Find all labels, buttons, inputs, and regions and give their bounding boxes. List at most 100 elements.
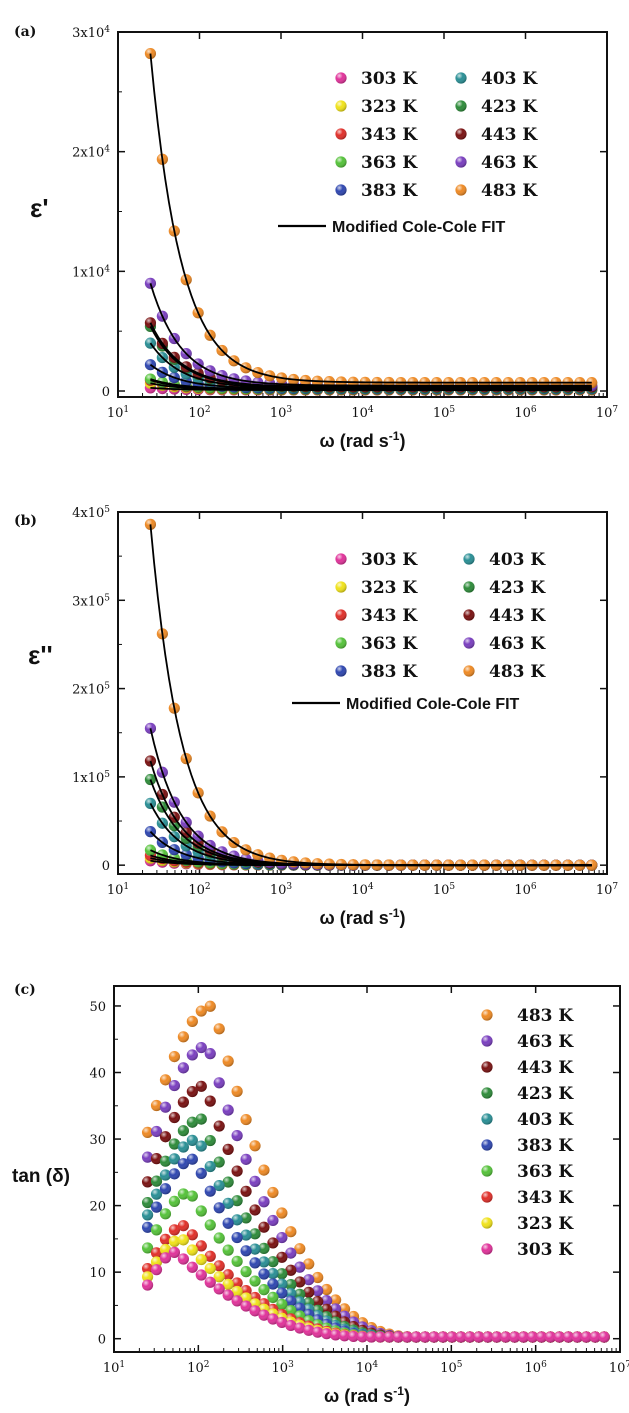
data-point-shade: [222, 1289, 234, 1301]
legend-marker-shade: [335, 156, 347, 168]
data-point-shade: [544, 1331, 557, 1343]
y-tick-label: 40: [89, 1067, 106, 1082]
data-point-shade: [267, 1313, 279, 1325]
data-point-shade: [177, 1062, 189, 1074]
panel-tag: (b): [14, 513, 37, 529]
data-point-shade: [285, 1226, 297, 1238]
series-303-K: [141, 1246, 610, 1343]
legend-marker-shade: [335, 100, 347, 112]
legend: 483 K 463 K 443 K 423 K 403 K 383 K 363 K 343 K…: [481, 1006, 574, 1260]
data-point-shade: [258, 1268, 270, 1280]
data-point-shade: [267, 1278, 279, 1290]
data-point-shade: [285, 1319, 297, 1332]
legend-marker-shade: [463, 637, 475, 649]
legend-entry: 463 K: [517, 1032, 574, 1052]
legend-entry: 483 K: [481, 181, 538, 201]
legend-marker-shade: [463, 609, 475, 621]
data-point-shade: [267, 1256, 279, 1268]
legend-marker-shade: [455, 156, 467, 168]
x-tick-label: 102: [188, 405, 210, 421]
legend-marker-shade: [481, 1243, 493, 1255]
data-point-shade: [159, 1243, 172, 1256]
data-point-shade: [249, 1175, 261, 1187]
data-point-shade: [365, 1331, 378, 1343]
legend-marker-shade: [455, 184, 467, 196]
x-axis-label: ω (rad s-1): [320, 429, 406, 451]
data-point-shade: [213, 1120, 225, 1132]
data-point-shade: [401, 1331, 413, 1343]
data-point-shade: [195, 1140, 207, 1152]
x-tick-label: 102: [188, 882, 210, 898]
x-tick-label: 104: [351, 405, 374, 421]
x-tick-label: 103: [270, 882, 293, 898]
data-point-shade: [258, 1196, 270, 1208]
y-tick-label: 2x105: [72, 682, 110, 698]
data-point-shade: [482, 1331, 494, 1343]
data-point-shade: [195, 1253, 207, 1266]
x-tick-label: 105: [433, 405, 456, 421]
data-point-shade: [204, 1048, 216, 1060]
data-point-shade: [150, 1256, 163, 1268]
data-point-shade: [222, 1104, 234, 1116]
data-point-shade: [464, 1331, 476, 1343]
data-point-shade: [177, 1031, 189, 1043]
data-point-shade: [213, 1260, 225, 1272]
fit-line: [149, 728, 592, 867]
data-point-shade: [240, 1266, 252, 1278]
legend-marker-shade: [481, 1035, 493, 1047]
legend-fit-label: Modified Cole-Cole FIT: [332, 219, 506, 236]
data-point-shade: [186, 1085, 198, 1098]
data-point-shade: [186, 1015, 198, 1027]
data-point-shade: [258, 1309, 270, 1321]
data-point-shade: [240, 1292, 252, 1304]
legend-entry: 443 K: [517, 1058, 574, 1078]
data-point-shade: [141, 1271, 154, 1283]
legend-marker-shade: [481, 1191, 493, 1203]
x-tick-label: 107: [609, 1360, 629, 1376]
data-point-shade: [267, 1267, 279, 1280]
data-point-shade: [276, 1287, 288, 1299]
data-point-shade: [168, 1195, 181, 1207]
data-point-shade: [276, 1231, 288, 1244]
panel-tag: (a): [14, 24, 36, 40]
legend-entry: 363 K: [517, 1162, 574, 1182]
data-point-shade: [150, 1188, 163, 1200]
data-point-shade: [589, 1331, 601, 1343]
data-point-shade: [186, 1153, 198, 1165]
data-point-shade: [159, 1233, 172, 1245]
data-point-shade: [455, 1331, 467, 1343]
data-point-shade: [231, 1130, 243, 1142]
data-point-shade: [222, 1143, 234, 1155]
y-axis-label: tan (δ): [12, 1166, 70, 1187]
data-point-shade: [419, 1331, 431, 1343]
data-point-shade: [186, 1049, 198, 1061]
legend-marker-shade: [335, 184, 347, 196]
legend-marker-shade: [463, 581, 475, 593]
data-point-shade: [231, 1277, 243, 1289]
data-point-shade: [276, 1251, 288, 1263]
data-point-shade: [500, 1331, 512, 1343]
data-point-shade: [276, 1207, 288, 1219]
legend-marker-shade: [463, 553, 475, 565]
data-point-shade: [177, 1125, 189, 1137]
data-point-shade: [258, 1164, 270, 1176]
data-point-shade: [330, 1329, 342, 1341]
legend-entry: 323 K: [361, 578, 418, 598]
data-point-shade: [240, 1229, 252, 1241]
legend-fit-label: Modified Cole-Cole FIT: [346, 696, 520, 713]
x-tick-label: 104: [356, 1360, 379, 1376]
x-tick-label: 101: [107, 882, 129, 898]
fit-line: [149, 325, 592, 389]
data-point-shade: [222, 1217, 234, 1229]
legend-marker-shade: [335, 128, 347, 140]
legend-marker-shade: [481, 1139, 493, 1151]
data-point-shade: [195, 1080, 207, 1092]
data-point-shade: [141, 1262, 154, 1275]
data-point-shade: [186, 1134, 198, 1146]
data-point-shade: [213, 1271, 225, 1283]
data-point-shade: [186, 1261, 198, 1273]
data-point-shade: [213, 1179, 225, 1192]
data-point-shade: [231, 1085, 243, 1097]
data-point-shade: [177, 1253, 189, 1265]
data-point-shade: [312, 1285, 324, 1297]
